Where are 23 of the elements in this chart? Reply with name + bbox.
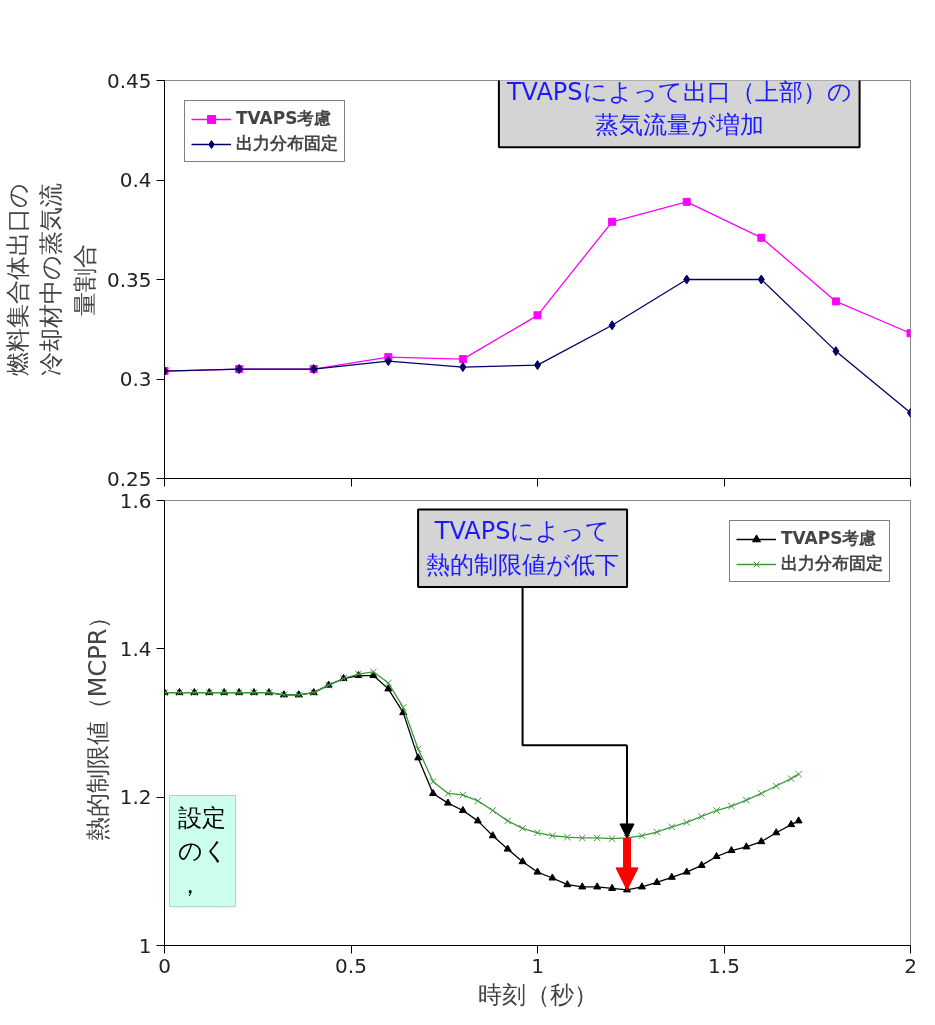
y-tick-label: 0.4 xyxy=(119,168,152,192)
legend-label: TVAPS考慮 xyxy=(236,107,332,130)
annotation: 設定のく， xyxy=(177,803,228,899)
x-tick-label: 1.5 xyxy=(708,953,740,978)
y-tick-label: 0.45 xyxy=(106,68,152,93)
y-axis-title: 燃料集合体出口の冷却材中の蒸気流量割合 xyxy=(3,183,99,376)
annotation: TVAPSによって熱的制限値が低下 xyxy=(426,517,620,579)
y-axis-title: 熱的制限値（MCPR） xyxy=(83,604,112,842)
legend-label: 出力分布固定 xyxy=(236,132,338,155)
y-tick-label: 1.6 xyxy=(119,488,152,513)
y-tick-label: 0.35 xyxy=(106,267,152,292)
x-tick-label: 1 xyxy=(531,953,544,978)
y-tick-label: 0.25 xyxy=(106,466,152,491)
y-tick-label: 1.2 xyxy=(119,785,152,810)
y-tick-label: 1.4 xyxy=(119,636,152,661)
y-tick-label: 0.3 xyxy=(119,367,152,391)
y-tick-label: 1 xyxy=(138,933,152,958)
x-tick-label: 0 xyxy=(158,953,171,978)
x-tick-label: 0.5 xyxy=(335,953,367,978)
legend-label: TVAPS考慮 xyxy=(781,527,877,550)
x-tick-label: 2 xyxy=(904,953,917,978)
x-axis-title: 時刻（秒） xyxy=(477,980,598,1009)
legend-label: 出力分布固定 xyxy=(781,552,883,575)
